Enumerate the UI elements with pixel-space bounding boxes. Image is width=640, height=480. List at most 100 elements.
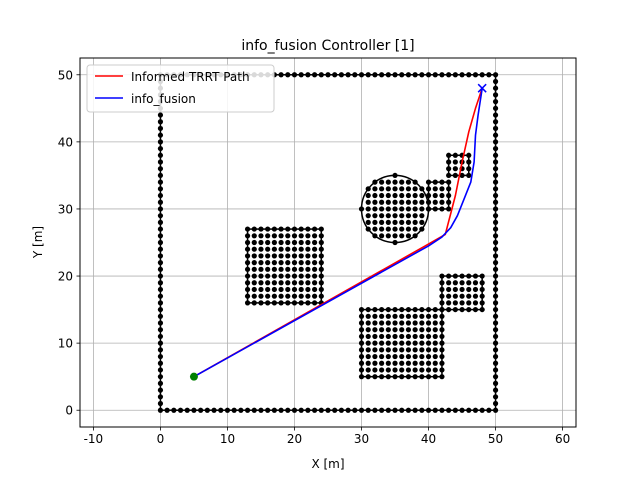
obstacle-point: [446, 407, 452, 413]
obstacle-point: [405, 320, 412, 326]
obstacle-point: [472, 273, 479, 279]
obstacle-point: [258, 260, 264, 266]
obstacle-point: [432, 353, 438, 360]
obstacle-point: [425, 186, 432, 192]
obstacle-point: [157, 293, 164, 299]
obstacle-point: [298, 266, 304, 272]
obstacle-point: [459, 306, 465, 313]
obstacle-point: [412, 327, 418, 333]
obstacle-point: [311, 246, 318, 252]
obstacle-point: [492, 374, 499, 380]
obstacle-point: [271, 239, 277, 246]
obstacle-point: [372, 340, 378, 346]
obstacle-point: [425, 340, 432, 346]
obstacle-point: [365, 340, 371, 346]
obstacle-point: [265, 226, 271, 232]
x-tick-label: 10: [220, 432, 235, 446]
obstacle-point: [412, 186, 418, 192]
obstacle-point: [392, 327, 398, 333]
obstacle-point: [412, 219, 418, 225]
obstacle-point: [291, 260, 298, 266]
obstacle-point: [318, 253, 324, 259]
obstacle-point: [372, 179, 378, 185]
obstacle-point: [291, 293, 298, 299]
obstacle-point: [419, 306, 425, 313]
obstacle-point: [265, 300, 271, 306]
obstacle-point: [392, 333, 398, 340]
obstacle-point: [446, 172, 452, 179]
obstacle-point: [298, 253, 304, 259]
obstacle-point: [385, 333, 391, 340]
legend-box: [86, 64, 275, 113]
obstacle-point: [311, 300, 318, 306]
obstacle-point: [318, 72, 324, 78]
obstacle-point: [365, 327, 371, 333]
obstacle-point: [439, 333, 445, 340]
obstacle-point: [459, 172, 465, 179]
obstacle-point: [298, 233, 304, 239]
obstacle-point: [379, 186, 385, 192]
obstacle-point: [271, 233, 277, 239]
obstacle-point: [492, 105, 499, 111]
obstacle-point: [244, 286, 251, 293]
obstacle-point: [446, 72, 452, 78]
obstacle-point: [446, 206, 452, 212]
obstacle-point: [472, 300, 479, 306]
obstacle-point: [157, 159, 164, 165]
obstacle-point: [157, 152, 164, 158]
obstacle-point: [405, 192, 412, 199]
obstacle-point: [318, 239, 324, 246]
obstacle-point: [492, 206, 499, 212]
obstacle-point: [446, 179, 452, 185]
obstacle-point: [345, 407, 351, 413]
obstacle-point: [492, 119, 499, 125]
obstacle-point: [311, 407, 318, 413]
obstacle-point: [278, 246, 284, 252]
obstacle-point: [372, 199, 378, 205]
obstacle-point: [439, 407, 445, 413]
obstacle-point: [385, 407, 391, 413]
obstacle-point: [466, 300, 472, 306]
obstacle-point: [379, 327, 385, 333]
obstacle-point: [379, 313, 385, 319]
obstacle-point: [492, 260, 499, 266]
obstacle-point: [157, 306, 164, 313]
obstacle-point: [157, 179, 164, 185]
obstacle-point: [251, 239, 257, 246]
obstacle-point: [365, 320, 371, 326]
obstacle-point: [425, 367, 432, 373]
obstacle-point: [365, 374, 371, 380]
obstacle-point: [492, 145, 499, 152]
obstacle-point: [466, 166, 472, 172]
obstacle-point: [405, 353, 412, 360]
obstacle-point: [492, 139, 499, 145]
obstacle-point: [492, 253, 499, 259]
obstacle-point: [405, 347, 412, 353]
legend-label-trrt: Informed TRRT Path: [131, 70, 250, 84]
obstacle-point: [379, 192, 385, 199]
obstacle-point: [305, 300, 311, 306]
obstacle-point: [198, 407, 204, 413]
obstacle-point: [379, 353, 385, 360]
obstacle-point: [492, 159, 499, 165]
obstacle-point: [157, 266, 164, 272]
obstacle-point: [365, 313, 371, 319]
obstacle-point: [412, 233, 418, 239]
obstacle-point: [492, 273, 499, 279]
obstacle-point: [244, 273, 251, 279]
obstacle-point: [446, 186, 452, 192]
obstacle-point: [492, 300, 499, 306]
obstacle-point: [285, 280, 291, 286]
obstacle-point: [285, 286, 291, 293]
obstacle-point: [358, 360, 365, 366]
obstacle-point: [419, 192, 425, 199]
obstacle-point: [285, 72, 291, 78]
obstacle-point: [439, 300, 445, 306]
obstacle-point: [379, 320, 385, 326]
obstacle-point: [157, 219, 164, 225]
obstacle-point: [305, 407, 311, 413]
obstacle-point: [244, 266, 251, 272]
x-tick-label: 0: [157, 432, 165, 446]
obstacle-point: [379, 306, 385, 313]
obstacle-point: [492, 213, 499, 219]
